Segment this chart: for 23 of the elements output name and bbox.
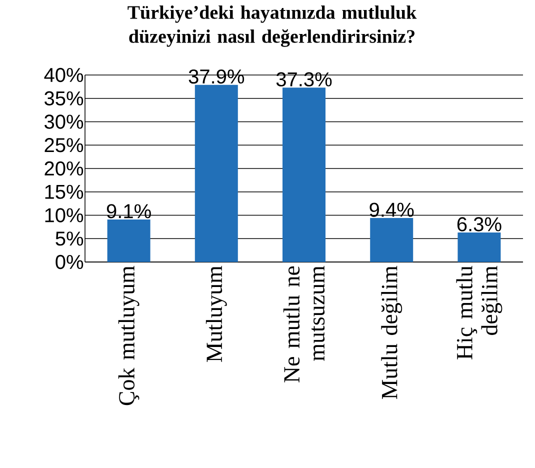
x-tick-label: Hiç mutlu değilim bbox=[456, 266, 502, 360]
bar bbox=[370, 218, 414, 262]
x-tick-label: Mutlu değilim bbox=[381, 266, 402, 400]
y-tick-label: 15% bbox=[45, 184, 84, 199]
bar bbox=[107, 219, 150, 262]
x-tick-label: Çok mutluyum bbox=[118, 266, 140, 406]
data-label: 37.3% bbox=[276, 72, 332, 86]
y-tick-label: 20% bbox=[44, 161, 84, 176]
y-tick-label: 5% bbox=[56, 232, 84, 246]
y-tick-label: 10% bbox=[45, 208, 84, 222]
bar bbox=[458, 232, 501, 262]
y-tick-label: 25% bbox=[44, 138, 84, 152]
bar bbox=[194, 84, 238, 262]
y-tick-label: 35% bbox=[44, 91, 84, 106]
y-tick-label: 30% bbox=[44, 114, 84, 129]
data-label: 9.4% bbox=[370, 202, 414, 217]
x-tick-label: Ne mutlu ne mutsuzum bbox=[283, 266, 325, 382]
chart-title: Türkiye’deki hayatınızda mutluluk düzeyinizi nasıl değerlendirirsiniz? bbox=[128, 6, 417, 47]
bar bbox=[282, 88, 326, 262]
y-tick-label: 40% bbox=[44, 68, 84, 82]
x-tick-label: Mutluyum bbox=[206, 266, 227, 362]
data-label: 6.3% bbox=[457, 217, 502, 232]
y-tick-label: 0% bbox=[56, 254, 84, 270]
